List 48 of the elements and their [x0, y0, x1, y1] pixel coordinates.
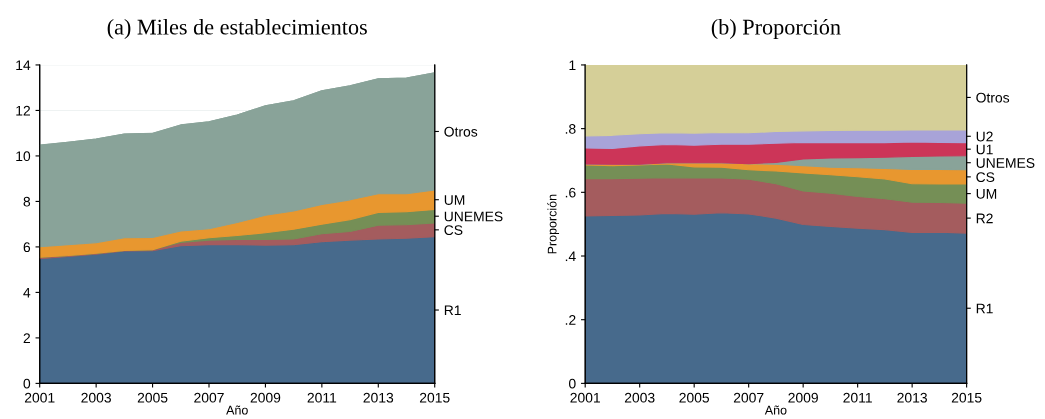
x-tick-label: 2005 [679, 392, 710, 403]
series-label: CS [444, 225, 463, 236]
chart-title: (b) Proporción [711, 18, 841, 40]
y-tick-label: .8 [565, 123, 576, 134]
y-tick-label: 12 [16, 105, 30, 116]
y-axis-title: Proporción [547, 194, 560, 254]
x-tick-label: 2011 [843, 392, 872, 403]
y-tick-label: 10 [16, 151, 31, 162]
series-label: UM [976, 189, 997, 199]
series-label: U1 [976, 144, 993, 155]
series-label: R1 [976, 303, 993, 314]
x-tick-label: 2011 [307, 392, 337, 403]
series-label: UNEMES [976, 158, 1035, 168]
x-tick-label: 2005 [137, 392, 168, 403]
y-tick-label: 2 [23, 333, 30, 343]
y-tick-label: .4 [565, 251, 576, 262]
series-label: UNEMES [444, 211, 503, 222]
y-tick-label: .2 [565, 315, 576, 325]
y-tick-label: 4 [23, 287, 31, 298]
x-axis-title: Año [764, 405, 787, 415]
y-tick-label: 14 [16, 60, 31, 70]
series-label: UM [444, 195, 465, 205]
x-tick-label: 2007 [194, 392, 224, 403]
x-tick-label: 2015 [419, 392, 450, 403]
x-tick-label: 2001 [570, 392, 600, 403]
x-tick-label: 2013 [897, 392, 927, 403]
x-axis-title: Año [226, 405, 248, 415]
series-label: CS [976, 172, 995, 183]
series-label: Otros [444, 126, 478, 137]
y-tick-label: 8 [23, 196, 31, 207]
x-tick-label: 2007 [733, 392, 764, 403]
x-tick-label: 2015 [951, 392, 982, 403]
x-tick-label: 2013 [363, 392, 394, 403]
y-tick-label: 6 [23, 242, 31, 253]
x-tick-label: 2003 [81, 392, 111, 403]
series-label: U2 [976, 131, 993, 142]
y-tick-label: 0 [23, 378, 31, 389]
chart-title: (a) Miles de establecimientos [107, 18, 367, 40]
series-label: Otros [976, 92, 1010, 103]
x-tick-label: 2001 [24, 392, 55, 403]
y-tick-label: 1 [569, 60, 576, 70]
series-label: R2 [976, 213, 993, 224]
x-tick-label: 2009 [788, 392, 818, 403]
y-tick-label: .6 [565, 187, 576, 198]
y-tick-label: 0 [568, 378, 576, 389]
x-tick-label: 2009 [250, 392, 281, 403]
x-tick-label: 2003 [624, 392, 655, 403]
series-label: R1 [444, 305, 461, 316]
